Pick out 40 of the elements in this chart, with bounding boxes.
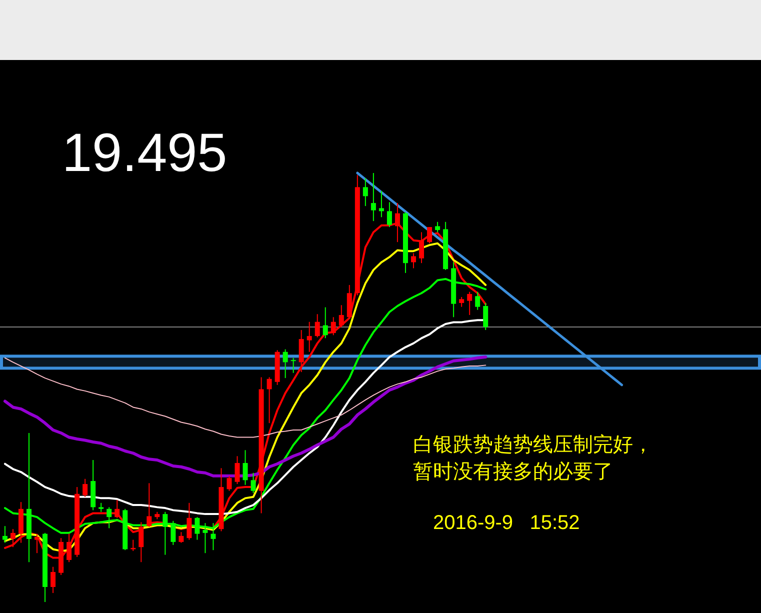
candlestick [234, 456, 240, 485]
annotation: 2016-9-9 15:52 [433, 512, 580, 534]
candlestick [290, 357, 296, 374]
candlestick [330, 316, 336, 336]
candlestick [2, 526, 8, 544]
candlestick [146, 482, 152, 528]
candlestick [370, 172, 376, 222]
candlestick [114, 499, 120, 518]
candlestick [306, 321, 312, 352]
candlestick [427, 226, 432, 244]
annotation: 暂时没有接多的必要了 [413, 461, 613, 483]
candlestick [314, 314, 320, 338]
candlestick [226, 475, 232, 492]
candlestick [467, 291, 472, 316]
candlestick [178, 532, 184, 544]
candlestick [10, 528, 16, 548]
candlestick [242, 450, 248, 486]
candlestick [419, 232, 424, 264]
candlestick [338, 304, 344, 328]
chart-title: 19.495 [62, 123, 228, 183]
candlestick [266, 376, 272, 424]
candlestick [250, 472, 256, 494]
candlestick [82, 478, 88, 498]
candlestick [435, 221, 440, 233]
candlestick [98, 502, 104, 512]
candlestick [378, 190, 384, 218]
candlestick [50, 566, 56, 594]
candlestick [362, 178, 368, 207]
candlestick [322, 306, 328, 339]
candlestick [475, 291, 480, 310]
candlestick [459, 296, 464, 308]
candlestick [282, 348, 288, 379]
candlestick [386, 202, 392, 228]
candlestick [298, 330, 304, 373]
candlestick [483, 302, 488, 331]
candlestick [186, 502, 192, 540]
annotation: 白银跌势趋势线压制完好， [413, 433, 653, 456]
candlestick [34, 533, 40, 554]
candlestick [106, 506, 112, 529]
candlestick [411, 252, 416, 269]
